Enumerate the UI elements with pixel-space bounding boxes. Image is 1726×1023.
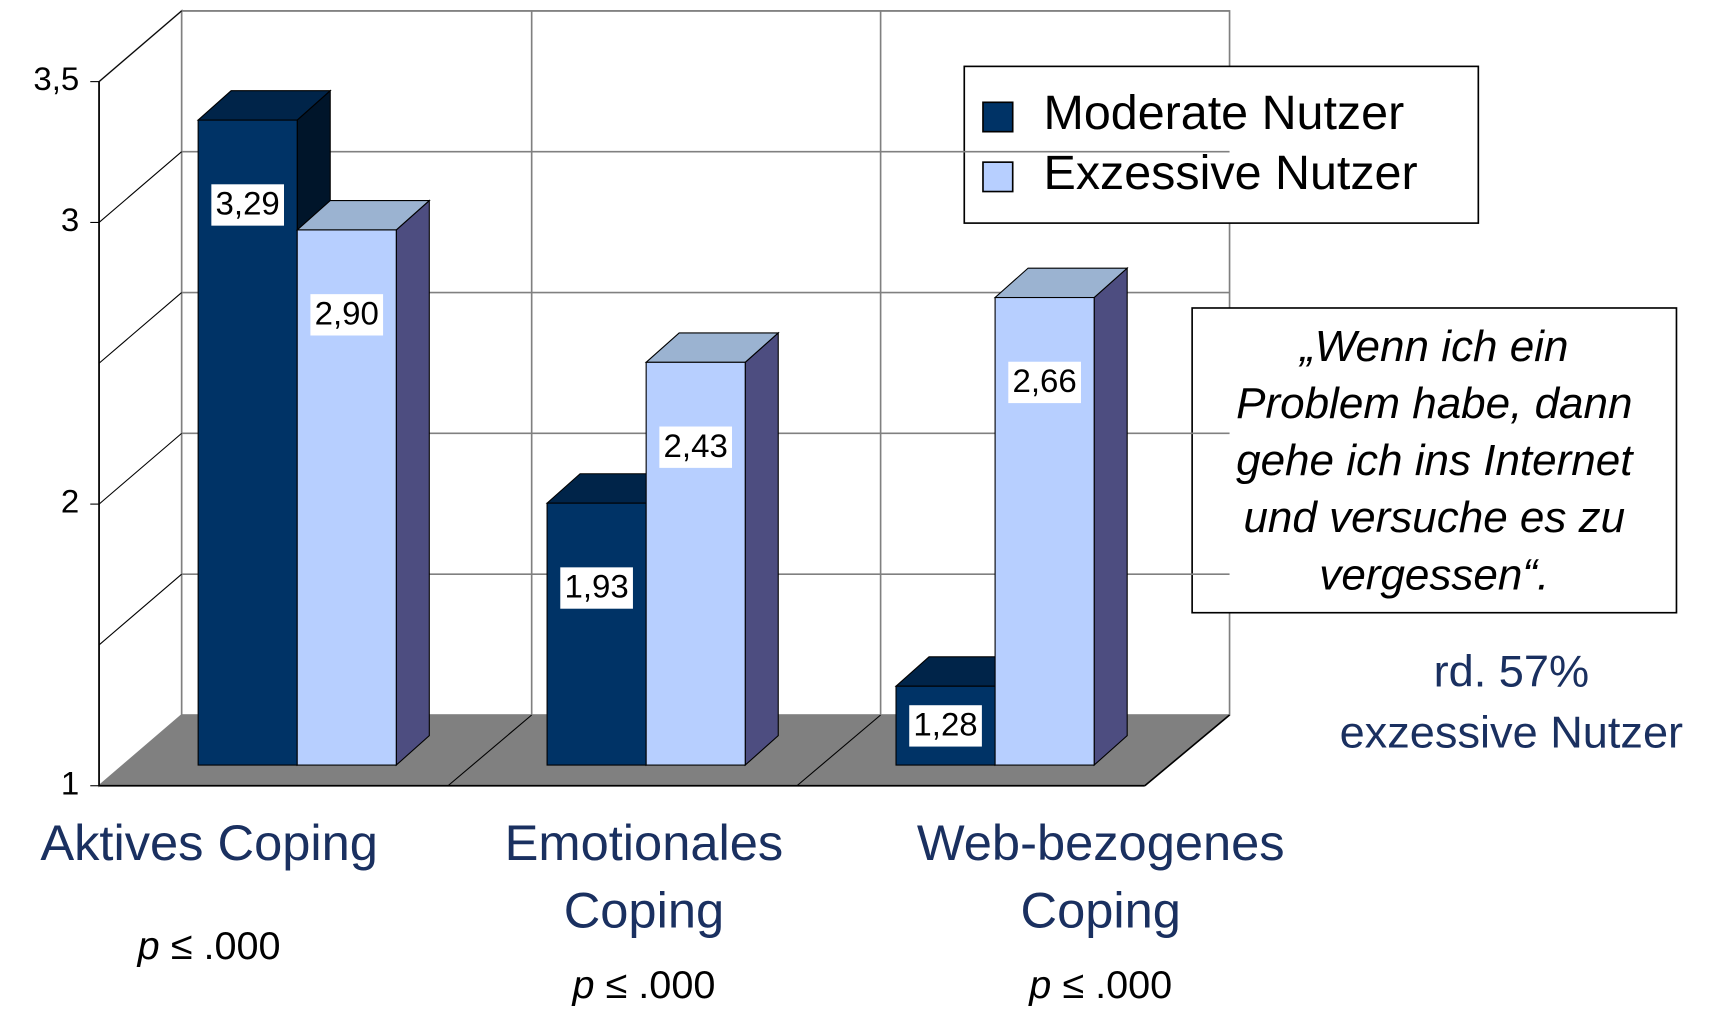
quote-line: und versuche es zu [1243,493,1625,542]
y-tick-label: 3 [61,201,79,238]
p-rest: ≤ .000 [595,964,716,1008]
value-label-bg [1008,361,1081,404]
quote-line: vergessen“. [1319,551,1549,600]
y-tick-label: 3,5 [33,60,79,97]
bar [546,502,647,766]
quote-line: „Wenn ich ein [1298,322,1568,371]
p-value: p ≤ .000 [571,964,715,1008]
p-value: p ≤ .000 [1028,964,1172,1008]
p-symbol: p [137,925,160,969]
quote-line: Problem habe, dann [1236,379,1632,428]
value-label: 1,93 [564,568,628,605]
value-label: 3,29 [216,185,280,222]
bar [645,361,746,766]
bar [197,119,298,766]
p-rest: ≤ .000 [1051,964,1172,1008]
bar-side [395,199,430,767]
value-label: 1,28 [913,706,977,743]
grid-line [98,151,182,223]
value-label-bg [659,426,733,468]
grid-line [98,292,182,364]
value-label-bg [211,184,284,226]
x-tick-label: Emotionales [505,814,784,871]
value-label-bg [560,567,633,609]
side-wall [98,9,183,788]
quote-box [1191,307,1678,614]
p-symbol: p [1028,964,1051,1008]
note-line: rd. 57% [1434,646,1589,697]
legend-swatch [982,101,1014,133]
legend-swatch [982,161,1014,193]
bar-side [744,331,779,767]
x-tick-label: Coping [564,882,724,939]
bar-side [1093,266,1128,767]
value-label-bg [909,705,982,747]
floor-edge [1144,714,1231,787]
p-symbol: p [571,964,594,1008]
y-tick-label: 1 [61,765,79,802]
value-label: 2,90 [315,295,379,332]
grid-line [98,10,182,83]
value-label: 2,66 [1012,362,1076,399]
p-value: p ≤ .000 [137,925,281,969]
floor-divider [796,714,881,787]
floor-divider [447,714,533,787]
value-label: 2,43 [664,427,728,464]
grid-line [98,573,182,646]
x-tick-label: Coping [1021,882,1181,939]
legend-label: Moderate Nutzer [1044,86,1405,140]
quote-line: gehe ich ins Internet [1236,436,1634,485]
legend-box [963,65,1480,224]
value-label-bg [310,294,384,336]
note-line: exzessive Nutzer [1340,707,1684,758]
y-tick-label: 2 [61,483,79,520]
x-tick-label: Aktives Coping [40,814,378,871]
grid-line [98,432,182,505]
x-tick-label: Web-bezogenes [917,814,1285,871]
p-rest: ≤ .000 [160,925,281,969]
legend-label: Exzessive Nutzer [1044,146,1418,200]
